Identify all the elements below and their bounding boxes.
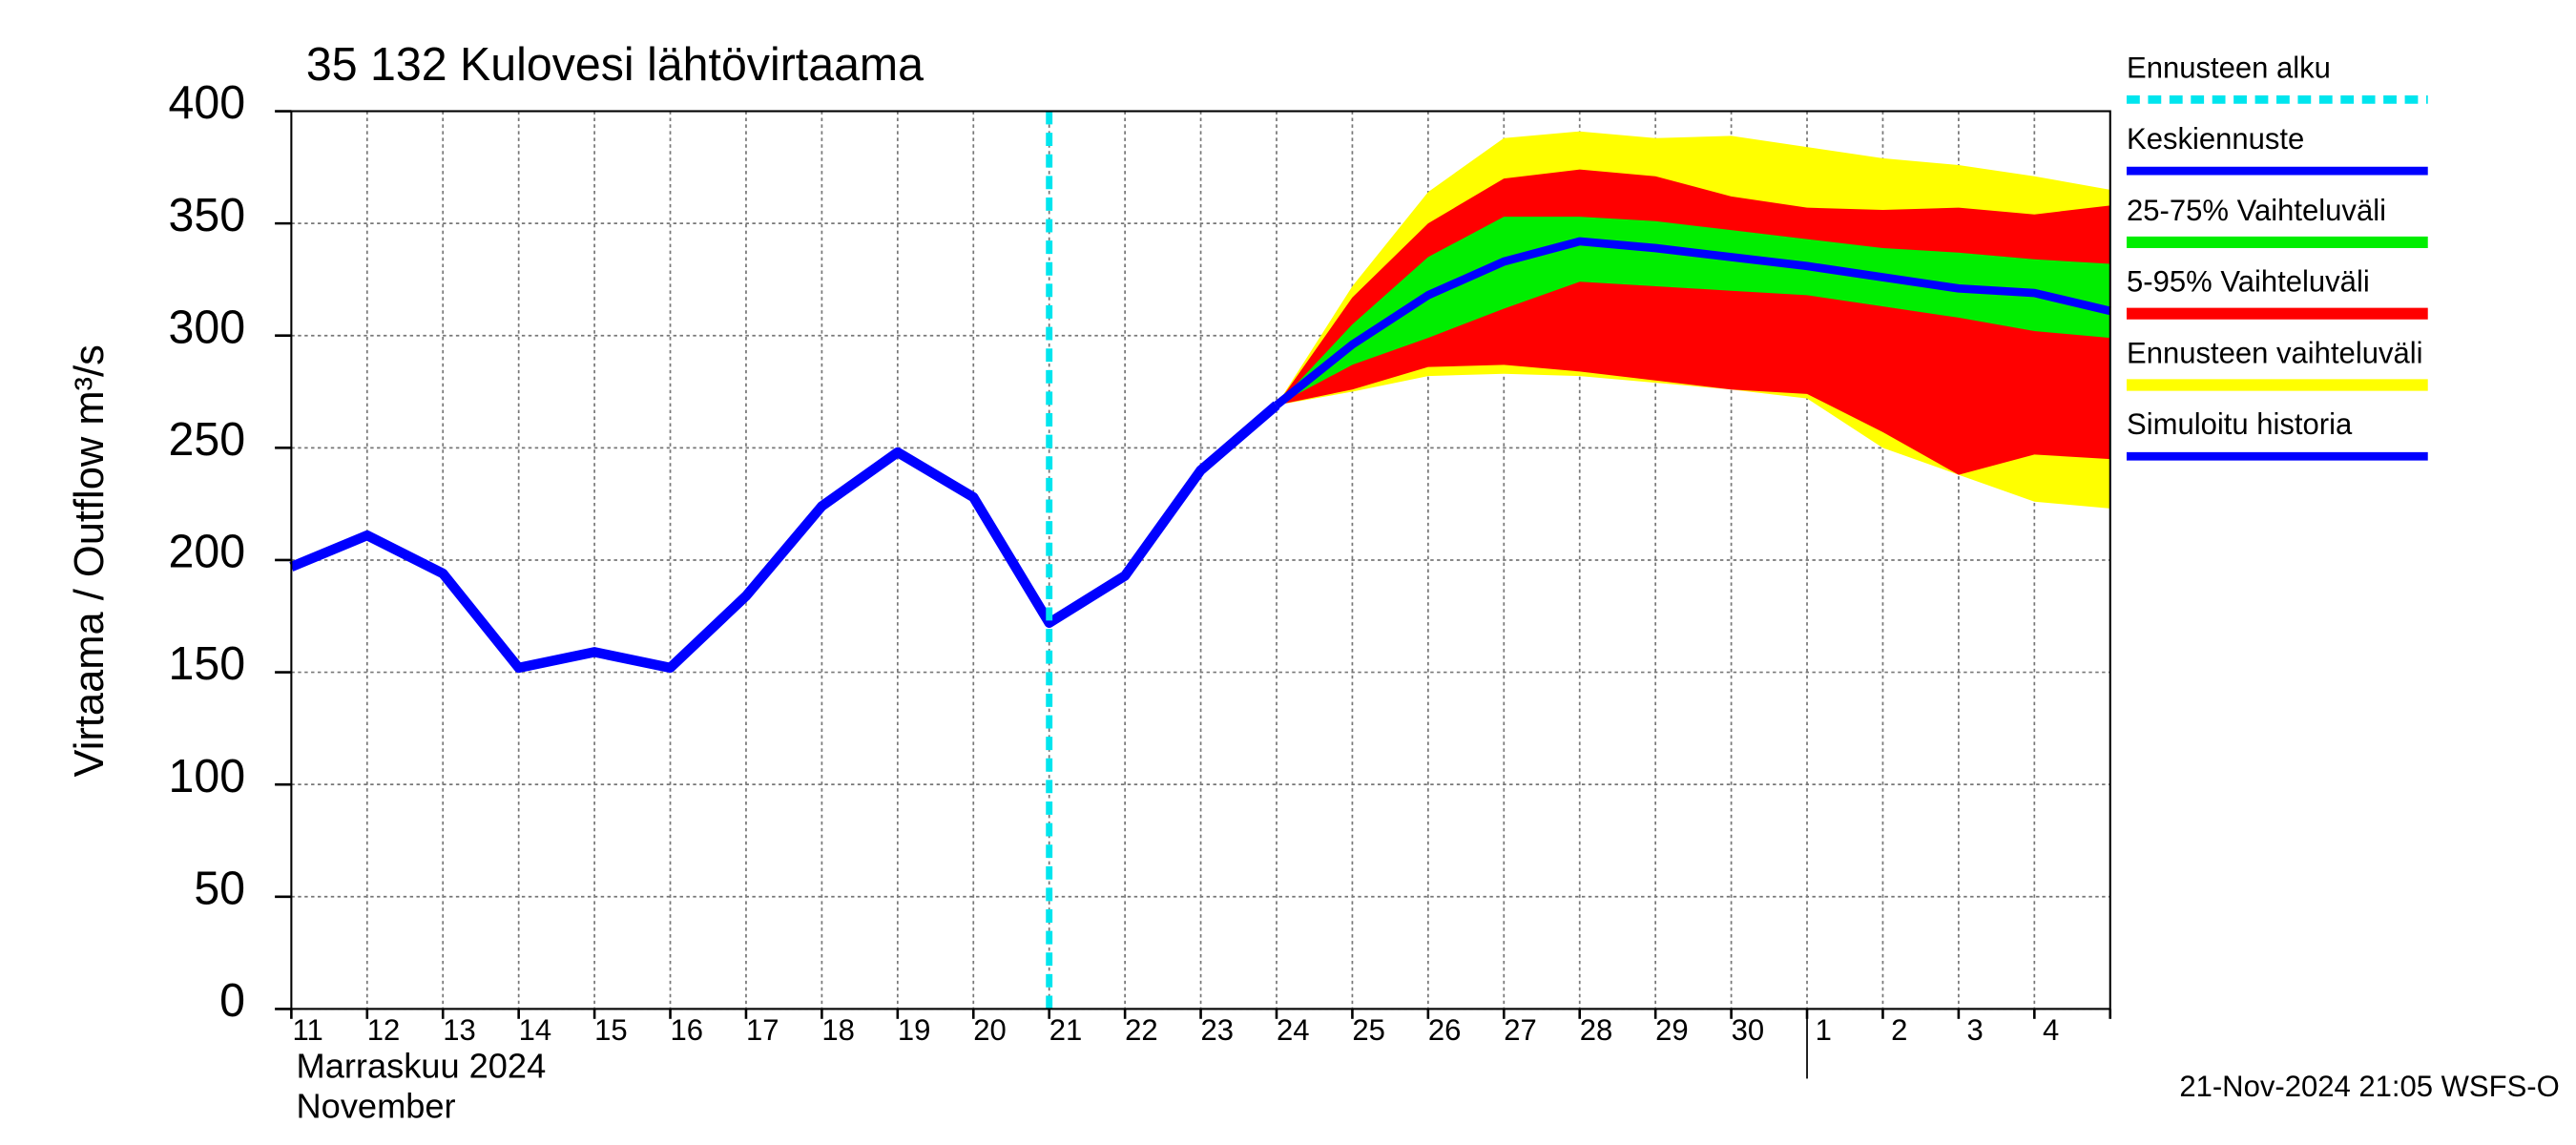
x-tick-label: 16: [671, 1013, 704, 1047]
y-tick-label: 0: [219, 975, 245, 1027]
x-tick-label: 17: [746, 1013, 779, 1047]
y-tick-label: 200: [168, 526, 245, 577]
x-tick-label: 25: [1352, 1013, 1385, 1047]
legend-label: Ennusteen alku: [2127, 51, 2331, 84]
x-tick-label: 18: [821, 1013, 855, 1047]
x-tick-label: 27: [1504, 1013, 1537, 1047]
y-tick-label: 400: [168, 77, 245, 129]
x-tick-label: 14: [519, 1013, 552, 1047]
x-tick-label: 23: [1201, 1013, 1235, 1047]
x-tick-label: 20: [973, 1013, 1007, 1047]
x-tick-label: 26: [1428, 1013, 1462, 1047]
chart-title: 35 132 Kulovesi lähtövirtaama: [306, 39, 924, 91]
legend-label: Keskiennuste: [2127, 122, 2304, 156]
y-tick-label: 250: [168, 414, 245, 466]
x-tick-label: 22: [1125, 1013, 1158, 1047]
y-tick-label: 50: [194, 863, 245, 914]
x-tick-label: 15: [594, 1013, 628, 1047]
legend-label: 25-75% Vaihteluväli: [2127, 194, 2386, 227]
y-tick-label: 350: [168, 190, 245, 241]
x-tick-label: 19: [898, 1013, 931, 1047]
x-tick-label: 28: [1580, 1013, 1613, 1047]
legend-label: Simuloitu historia: [2127, 407, 2353, 441]
x-tick-label: 11: [293, 1013, 323, 1047]
x-tick-label: 12: [367, 1013, 401, 1047]
x-tick-label: 1: [1816, 1013, 1832, 1047]
y-tick-label: 150: [168, 638, 245, 690]
x-axis-label: November: [297, 1086, 456, 1125]
legend-label: Ennusteen vaihteluväli: [2127, 336, 2423, 369]
x-tick-label: 4: [2043, 1013, 2059, 1047]
x-tick-label: 2: [1891, 1013, 1907, 1047]
line: [1274, 237, 2111, 409]
x-tick-label: 29: [1655, 1013, 1689, 1047]
y-tick-label: 300: [168, 302, 245, 353]
y-axis-label: Virtaama / Outflow m³/s: [67, 344, 113, 777]
y-tick-label: 100: [168, 751, 245, 802]
line: [289, 401, 1280, 674]
band: [1276, 217, 2110, 406]
x-tick-label: 30: [1732, 1013, 1765, 1047]
x-tick-label: 13: [443, 1013, 476, 1047]
x-tick-label: 21: [1049, 1013, 1083, 1047]
x-tick-label: 3: [1967, 1013, 1984, 1047]
legend-label: 5-95% Vaihteluväli: [2127, 265, 2370, 299]
footer: 21-Nov-2024 21:05 WSFS-O: [2179, 1070, 2559, 1103]
x-axis-label: Marraskuu 2024: [297, 1047, 547, 1086]
plot-frame: [290, 110, 2111, 1010]
x-tick-label: 24: [1277, 1013, 1310, 1047]
